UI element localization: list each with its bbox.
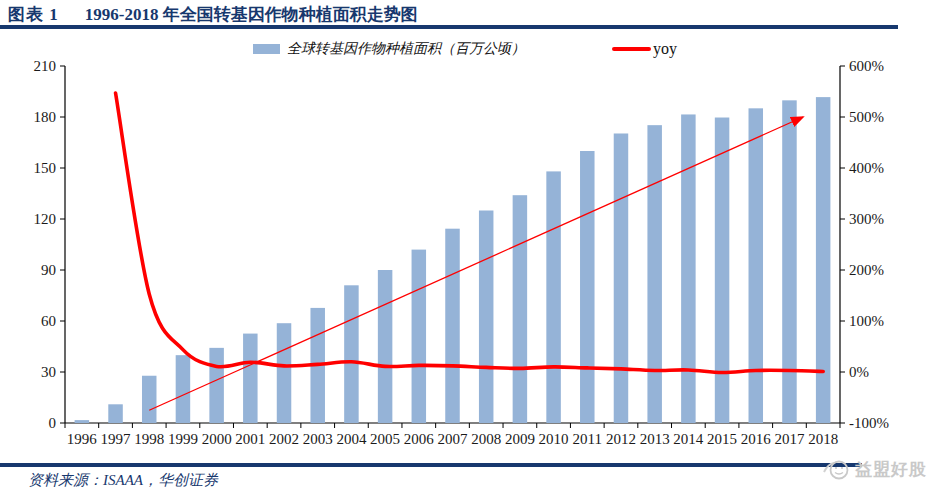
bar-series-area: [75, 97, 831, 423]
bar-2001[interactable]: [243, 334, 258, 423]
right-axis: -100% 0% 100% 200% 300% 400% 500% 600%: [840, 58, 889, 431]
title-underline: [0, 25, 898, 29]
svg-text:2004: 2004: [336, 431, 367, 447]
svg-text:2012: 2012: [606, 431, 636, 447]
svg-text:500%: 500%: [849, 109, 884, 125]
bar-1996[interactable]: [75, 420, 90, 423]
svg-text:210: 210: [34, 58, 57, 74]
figure-header: 图表 1 1996-2018 年全国转基因作物种植面积走势图: [8, 3, 418, 26]
bar-2005[interactable]: [378, 270, 393, 423]
x-axis: 1996199719981999200020012002200320042005…: [65, 423, 840, 447]
svg-text:0%: 0%: [849, 364, 869, 380]
bar-2002[interactable]: [277, 323, 292, 423]
figure-label: 图表 1: [8, 5, 59, 24]
bar-2018[interactable]: [816, 97, 831, 423]
bar-2008[interactable]: [479, 211, 494, 424]
bar-2004[interactable]: [344, 285, 359, 423]
svg-text:2007: 2007: [438, 431, 469, 447]
bar-1998[interactable]: [142, 376, 157, 423]
svg-text:60: 60: [41, 313, 56, 329]
bar-swatch-icon: [253, 44, 280, 54]
watermark-text: 益盟好股: [855, 458, 927, 481]
svg-text:90: 90: [41, 262, 56, 278]
bar-2007[interactable]: [445, 229, 460, 423]
svg-text:600%: 600%: [849, 58, 884, 74]
bar-2009[interactable]: [513, 195, 528, 423]
svg-text:2005: 2005: [370, 431, 400, 447]
bar-1999[interactable]: [176, 355, 191, 423]
svg-text:1997: 1997: [101, 431, 132, 447]
svg-text:1999: 1999: [168, 431, 198, 447]
smiley-icon: [822, 456, 852, 482]
source-note: 资料来源：ISAAA，华创证券: [28, 471, 218, 490]
svg-text:2014: 2014: [673, 431, 704, 447]
svg-text:2000: 2000: [202, 431, 232, 447]
svg-text:120: 120: [34, 211, 57, 227]
svg-text:2011: 2011: [573, 431, 602, 447]
report-figure-page: 图表 11996-2018 年全国转基因作物种植面积走势图 全球转基因作物种植面…: [0, 0, 931, 498]
svg-text:2016: 2016: [741, 431, 772, 447]
footer-rule: [0, 463, 862, 467]
svg-text:2017: 2017: [774, 431, 805, 447]
svg-text:0: 0: [49, 415, 57, 431]
svg-text:200%: 200%: [849, 262, 884, 278]
line-swatch-icon: [612, 47, 651, 51]
bar-2012[interactable]: [614, 133, 629, 423]
svg-text:1998: 1998: [134, 431, 164, 447]
svg-text:2015: 2015: [707, 431, 737, 447]
svg-text:180: 180: [34, 109, 57, 125]
bar-2011[interactable]: [580, 151, 595, 423]
svg-text:2018: 2018: [808, 431, 838, 447]
svg-text:2009: 2009: [505, 431, 535, 447]
watermark: 益盟好股: [822, 456, 927, 482]
svg-text:150: 150: [34, 160, 57, 176]
bar-1997[interactable]: [108, 404, 123, 423]
bar-2016[interactable]: [749, 108, 764, 423]
svg-text:2006: 2006: [404, 431, 435, 447]
bar-2014[interactable]: [681, 114, 696, 423]
bar-2013[interactable]: [647, 125, 662, 423]
svg-text:2003: 2003: [303, 431, 333, 447]
svg-text:400%: 400%: [849, 160, 884, 176]
bar-2017[interactable]: [782, 100, 797, 423]
svg-text:2001: 2001: [235, 431, 265, 447]
svg-text:2010: 2010: [539, 431, 569, 447]
svg-text:2002: 2002: [269, 431, 299, 447]
svg-text:300%: 300%: [849, 211, 884, 227]
bar-2010[interactable]: [546, 171, 561, 423]
svg-text:2008: 2008: [471, 431, 501, 447]
figure-title: 1996-2018 年全国转基因作物种植面积走势图: [85, 5, 418, 24]
left-axis: 0 30 60 90 120 150 180 210: [34, 58, 66, 431]
gm-crop-area-chart: 0 30 60 90 120 150 180 210 -100% 0% 100% 200% 300% 40…: [0, 56, 931, 460]
bar-2000[interactable]: [209, 348, 224, 423]
svg-text:1996: 1996: [67, 431, 98, 447]
svg-text:2013: 2013: [640, 431, 670, 447]
svg-text:-100%: -100%: [849, 415, 889, 431]
svg-text:30: 30: [41, 364, 56, 380]
bar-2015[interactable]: [715, 118, 730, 423]
bar-2006[interactable]: [412, 250, 427, 423]
svg-text:100%: 100%: [849, 313, 884, 329]
